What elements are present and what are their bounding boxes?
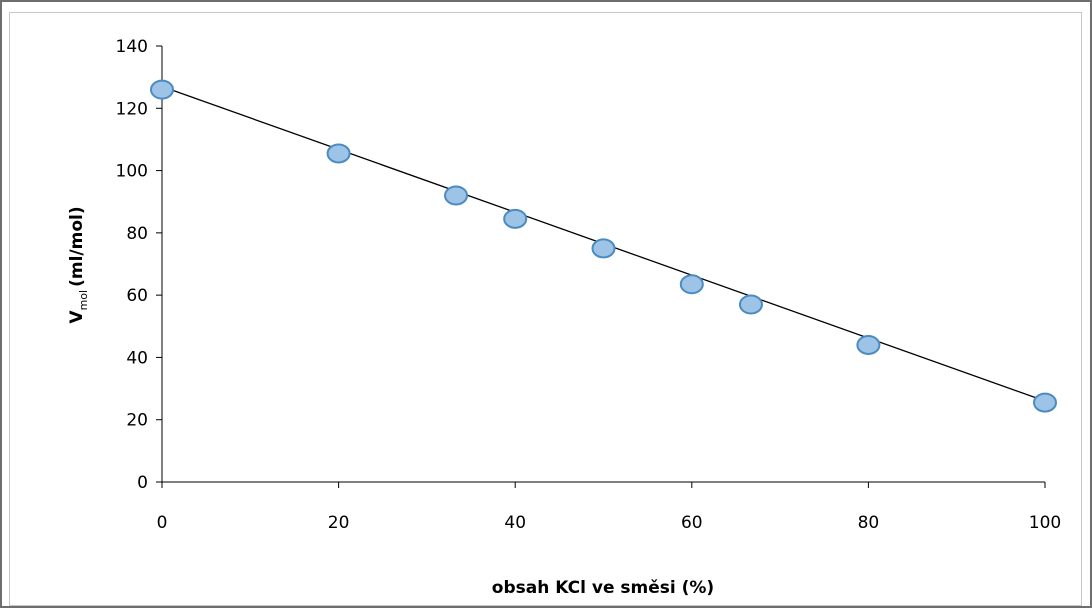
data-point: [1033, 392, 1057, 413]
data-point: [591, 238, 616, 259]
x-tick-label: 100: [1029, 513, 1061, 533]
x-tick-label: 60: [681, 513, 703, 533]
data-points: [150, 79, 1057, 413]
y-axis-title-rest: (ml/mol): [67, 206, 87, 287]
y-tick-label: 20: [126, 411, 148, 431]
data-point: [326, 143, 351, 164]
y-tick-label: 140: [116, 37, 148, 57]
y-axis-title-subscript: mol: [77, 290, 90, 311]
axes: [161, 46, 1045, 483]
data-point: [679, 274, 704, 295]
y-tick-label: 100: [116, 162, 148, 182]
y-axis-title-main: V: [67, 310, 87, 324]
y-tick-label: 60: [126, 286, 148, 306]
y-tick-label: 0: [137, 473, 148, 493]
y-tick-label: 80: [126, 224, 148, 244]
x-tick-label: 80: [858, 513, 880, 533]
data-point: [503, 208, 528, 229]
data-point: [444, 185, 469, 206]
chart-area-border: [9, 12, 1082, 606]
y-axis-title: Vmol (ml/mol): [67, 206, 90, 323]
data-point: [738, 294, 763, 315]
y-tick-label: 40: [126, 348, 148, 368]
y-axis-ticks: 0 20 40 60 80 100 120 140: [116, 37, 162, 493]
x-axis-ticks: 0 20 40 60 80 100: [157, 482, 1061, 533]
x-tick-label: 40: [504, 513, 526, 533]
x-tick-label: 20: [328, 513, 350, 533]
x-axis-title: obsah KCl ve směsi (%): [492, 578, 714, 598]
y-tick-label: 120: [116, 99, 148, 119]
data-point: [150, 79, 174, 100]
data-point: [856, 334, 881, 355]
x-tick-label: 0: [157, 513, 168, 533]
